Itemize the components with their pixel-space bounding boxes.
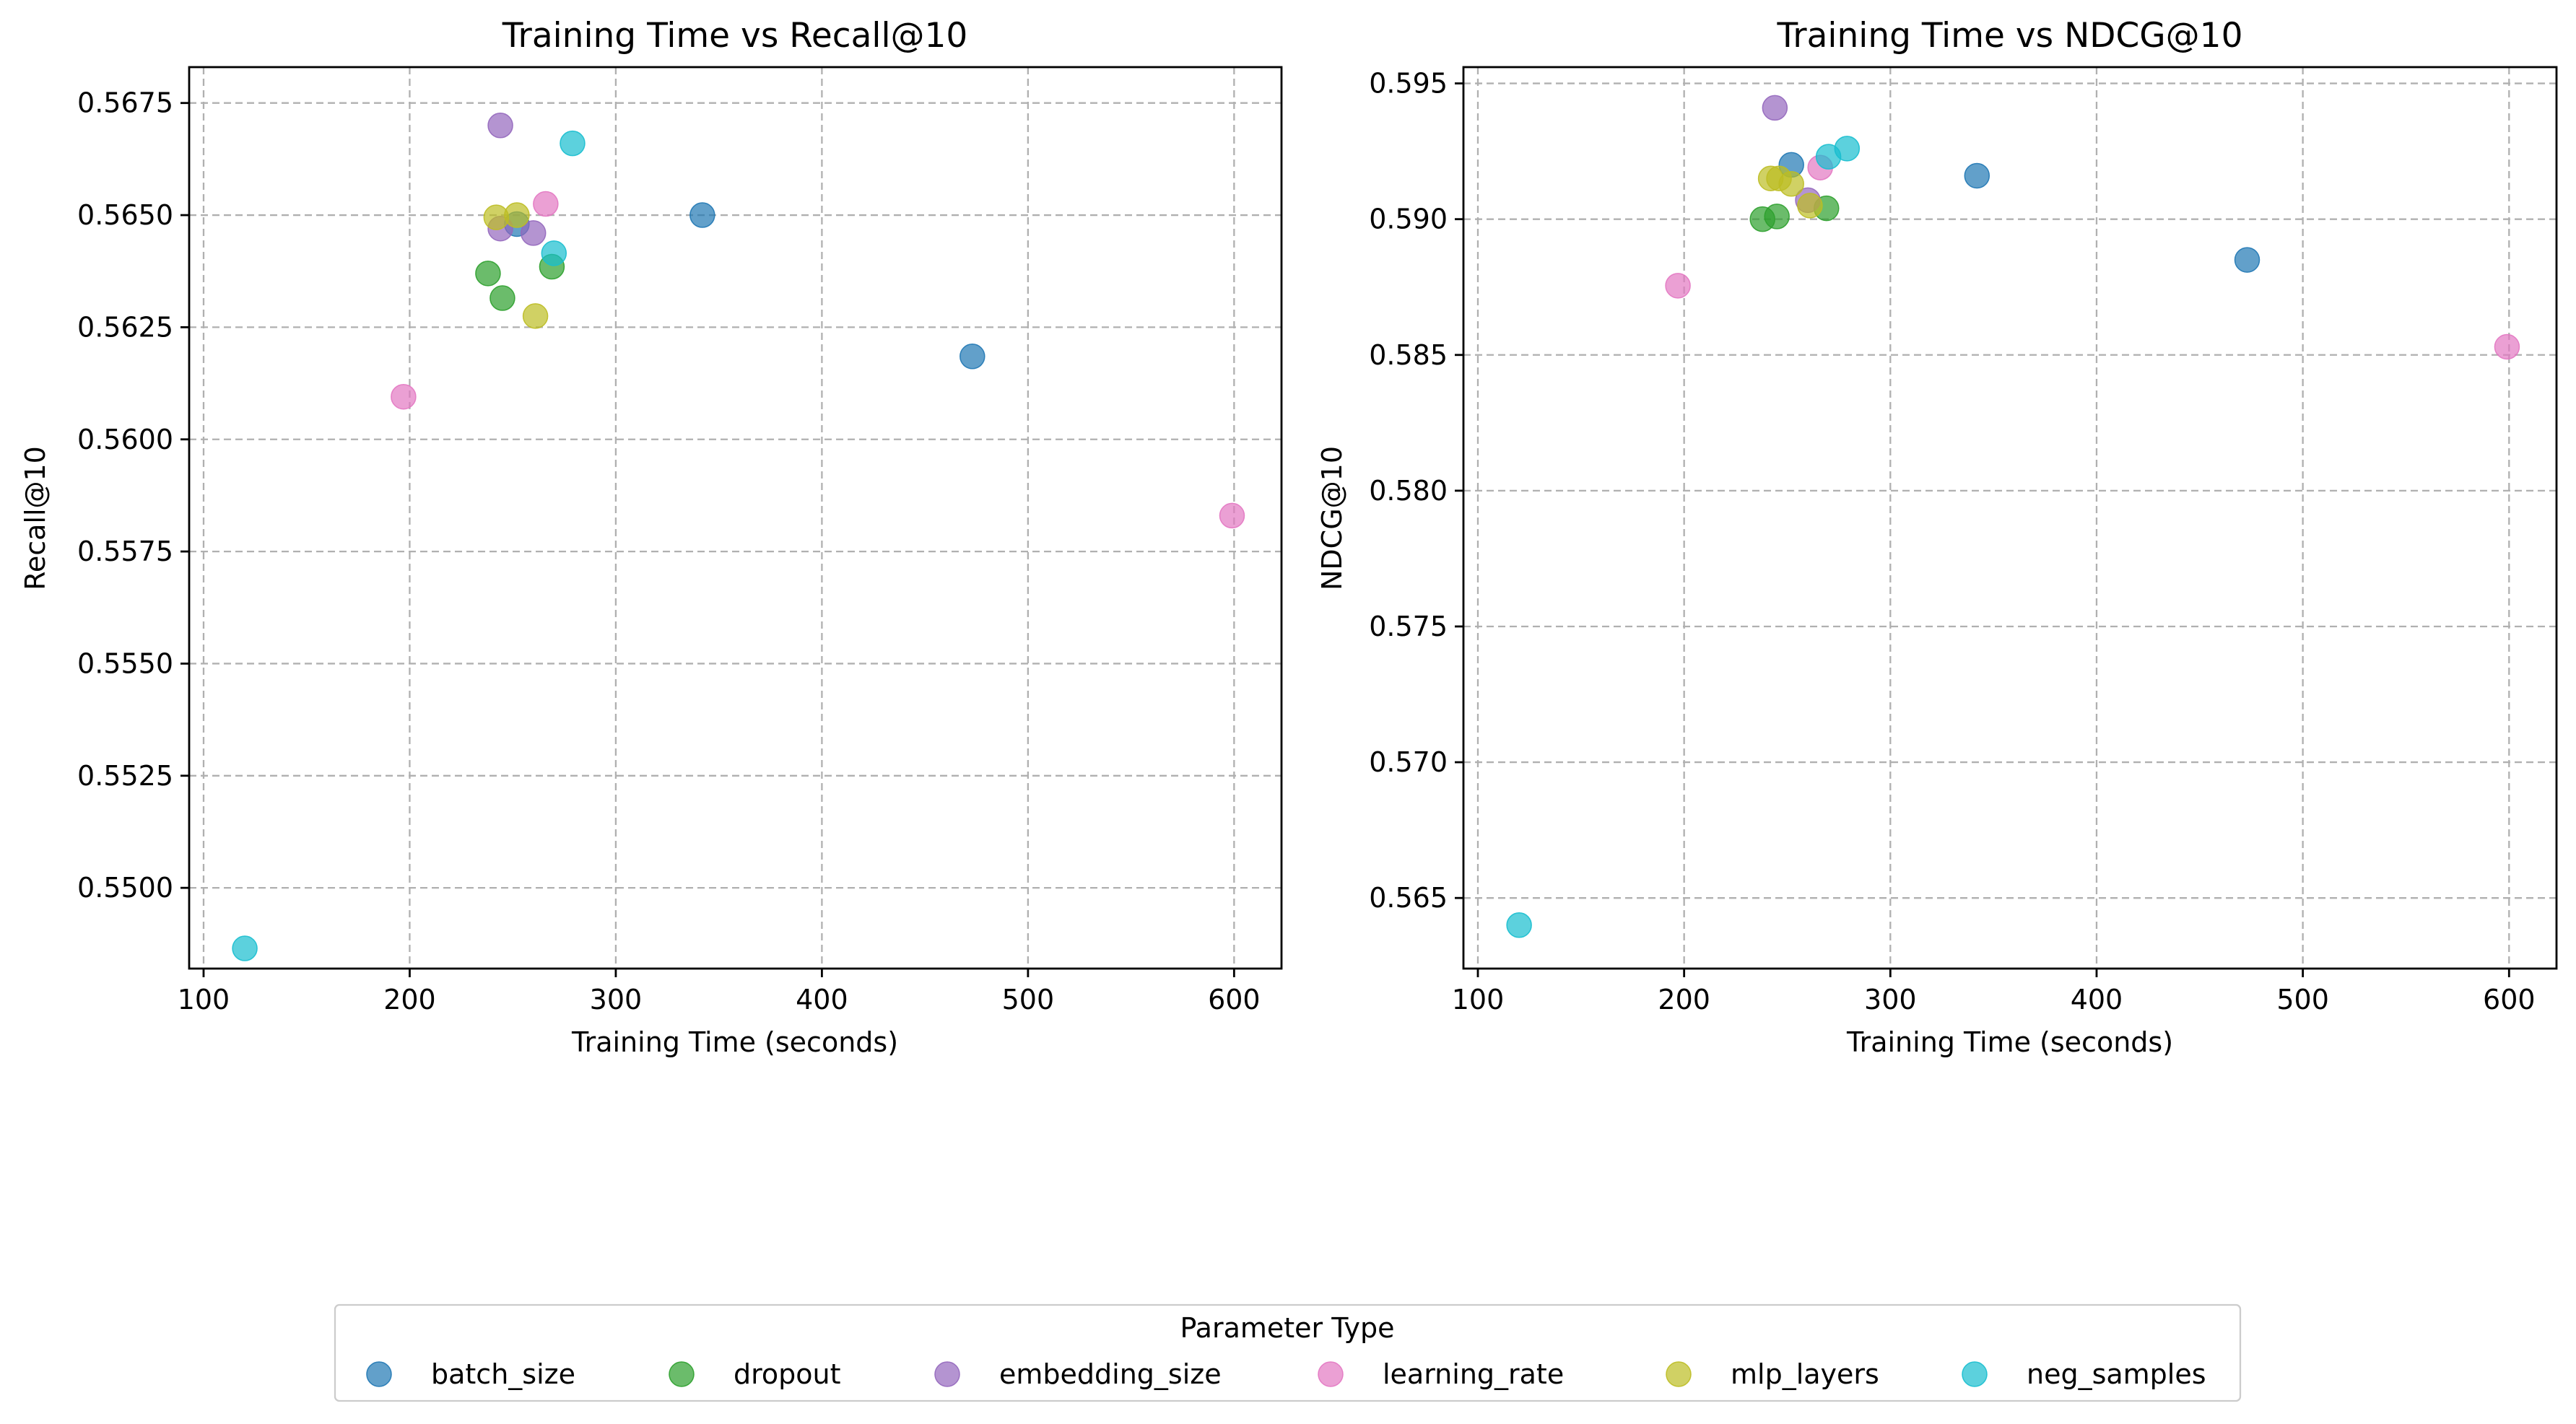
- ndcg-point-neg-samples: [1506, 912, 1532, 938]
- ndcg-x-axis-label: Training Time (seconds): [1846, 1026, 2173, 1058]
- recall-y-tick-label: 0.5650: [77, 199, 173, 231]
- recall-x-tick-label: 100: [178, 984, 230, 1015]
- recall-point-learning-rate: [533, 191, 559, 217]
- recall-x-tick-label: 200: [383, 984, 436, 1015]
- recall-point-embedding-size: [520, 220, 547, 246]
- legend-label-neg-samples: neg_samples: [2027, 1358, 2206, 1390]
- recall-y-tick-label: 0.5525: [77, 760, 173, 792]
- ndcg-y-tick-label: 0.595: [1369, 68, 1448, 100]
- recall-y-tick-label: 0.5500: [77, 872, 173, 904]
- recall-chart: Training Time vs Recall@10 Training Time…: [19, 16, 1283, 1058]
- ndcg-x-tick-label: 500: [2276, 984, 2329, 1015]
- ndcg-point-batch-size: [2234, 247, 2260, 273]
- recall-point-dropout: [475, 261, 501, 287]
- ndcg-point-neg-samples: [1834, 136, 1861, 162]
- legend-entries: batch_size dropout embedding_size learning_…: [366, 1358, 2206, 1390]
- ndcg-y-tick-label: 0.575: [1369, 611, 1448, 642]
- recall-y-tick-label: 0.5600: [77, 424, 173, 455]
- legend-label-embedding-size: embedding_size: [999, 1358, 1222, 1390]
- legend-title: Parameter Type: [1180, 1312, 1394, 1344]
- ndcg-y-axis-label: NDCG@10: [1316, 446, 1348, 590]
- recall-point-learning-rate: [1219, 502, 1245, 529]
- recall-x-tick-label: 500: [1002, 984, 1055, 1015]
- ndcg-point-dropout: [1764, 204, 1790, 230]
- ndcg-x-tick-label: 200: [1658, 984, 1710, 1015]
- recall-grid: [189, 67, 1282, 969]
- recall-point-mlp-layers: [504, 202, 530, 228]
- legend-marker-learning-rate: [1318, 1361, 1344, 1387]
- legend-marker-batch-size: [366, 1361, 392, 1387]
- legend-marker-embedding-size: [934, 1361, 960, 1387]
- recall-point-learning-rate: [391, 383, 417, 410]
- ndcg-point-mlp-layers: [1797, 193, 1823, 219]
- recall-y-tick-label: 0.5625: [77, 311, 173, 343]
- ndcg-chart: Training Time vs NDCG@10 Training Time (…: [1316, 16, 2558, 1058]
- ndcg-point-learning-rate: [1665, 273, 1691, 299]
- ndcg-grid: [1463, 67, 2557, 969]
- ndcg-points: [1506, 95, 2520, 938]
- recall-y-tick-label: 0.5675: [77, 87, 173, 119]
- ndcg-point-embedding-size: [1762, 95, 1788, 121]
- recall-point-neg-samples: [232, 935, 258, 961]
- recall-chart-title: Training Time vs Recall@10: [502, 16, 968, 56]
- recall-x-axis-label: Training Time (seconds): [571, 1026, 898, 1058]
- recall-point-mlp-layers: [522, 303, 549, 329]
- recall-x-tick-label: 400: [796, 984, 848, 1015]
- recall-point-batch-size: [689, 202, 715, 228]
- legend: Parameter Type batch_size dropout embeddin…: [334, 1303, 2242, 1402]
- recall-y-axis-label: Recall@10: [19, 446, 51, 590]
- recall-plot-frame: [188, 66, 1283, 970]
- legend-label-mlp-layers: mlp_layers: [1731, 1358, 1879, 1390]
- ndcg-point-learning-rate: [2494, 333, 2520, 360]
- ndcg-x-tick-label: 100: [1452, 984, 1505, 1015]
- ndcg-y-tick-label: 0.580: [1369, 475, 1448, 507]
- recall-point-embedding-size: [487, 113, 513, 139]
- legend-marker-dropout: [669, 1361, 695, 1387]
- legend-box: [334, 1303, 2242, 1402]
- recall-y-tick-label: 0.5575: [77, 536, 173, 567]
- ndcg-point-mlp-layers: [1778, 171, 1804, 197]
- recall-ticks: 100 200 300 400 500 600 0.5500 0.5525 0.5550 0.55…: [77, 87, 1261, 1015]
- legend-marker-mlp-layers: [1666, 1361, 1692, 1387]
- ndcg-ticks: 100 200 300 400 500 600 0.565 0.570 0.575 0.580 0.…: [1369, 68, 2535, 1015]
- ndcg-y-tick-label: 0.570: [1369, 746, 1448, 778]
- ndcg-plot-frame: [1462, 66, 2558, 970]
- recall-x-tick-label: 600: [1208, 984, 1261, 1015]
- ndcg-chart-title: Training Time vs NDCG@10: [1777, 16, 2243, 56]
- recall-y-tick-label: 0.5550: [77, 647, 173, 679]
- ndcg-x-tick-label: 400: [2071, 984, 2123, 1015]
- recall-x-tick-label: 300: [590, 984, 643, 1015]
- legend-label-learning-rate: learning_rate: [1383, 1358, 1564, 1390]
- ndcg-y-tick-label: 0.590: [1369, 204, 1448, 235]
- recall-point-neg-samples: [560, 130, 586, 157]
- ndcg-x-tick-label: 300: [1864, 984, 1917, 1015]
- recall-point-dropout: [489, 285, 515, 311]
- recall-point-neg-samples: [541, 240, 567, 266]
- ndcg-y-tick-label: 0.565: [1369, 882, 1448, 914]
- recall-points: [232, 113, 1245, 961]
- recall-point-batch-size: [960, 344, 985, 370]
- legend-label-batch-size: batch_size: [431, 1358, 575, 1390]
- legend-marker-neg-samples: [1962, 1361, 1988, 1387]
- legend-label-dropout: dropout: [734, 1358, 841, 1390]
- ndcg-y-tick-label: 0.585: [1369, 339, 1448, 371]
- ndcg-point-batch-size: [1964, 162, 1990, 189]
- ndcg-x-tick-label: 600: [2483, 984, 2536, 1015]
